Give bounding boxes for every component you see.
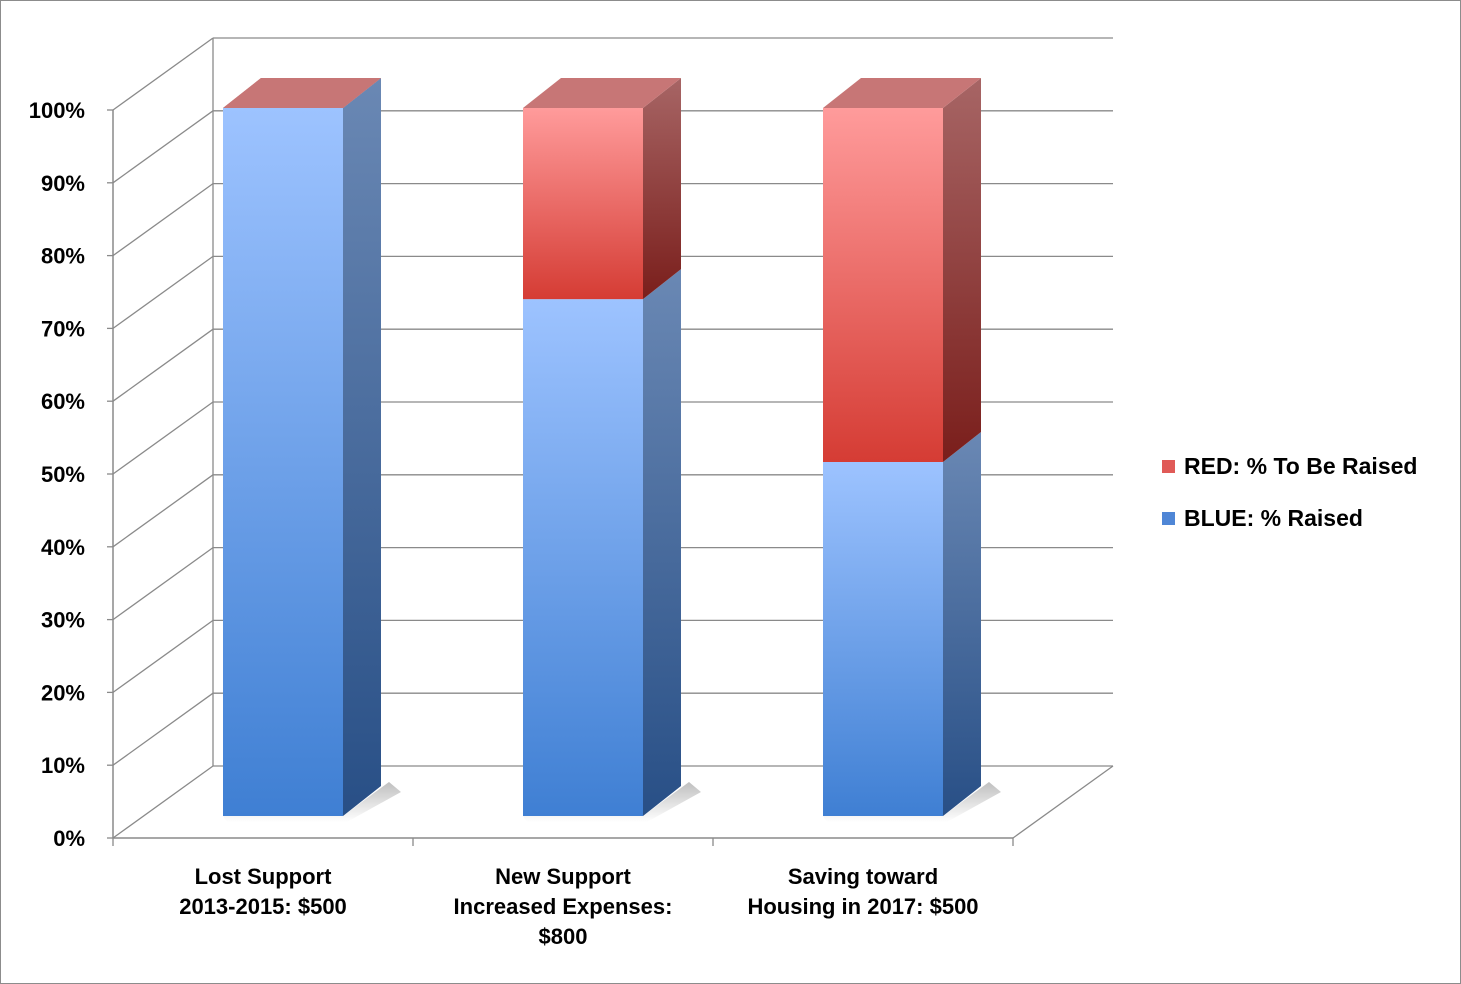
gridline-diagonal bbox=[112, 37, 214, 111]
y-tick-label: 60% bbox=[41, 389, 85, 414]
bar-side-face bbox=[343, 78, 381, 816]
legend-item: BLUE: % Raised bbox=[1162, 505, 1363, 532]
legend-label: BLUE: % Raised bbox=[1184, 505, 1363, 531]
gridline-diagonal bbox=[112, 474, 214, 548]
bar-front-face bbox=[523, 299, 643, 816]
bar-shadow bbox=[523, 782, 701, 822]
y-tick-label: 90% bbox=[41, 171, 85, 196]
gridline-diagonal bbox=[112, 255, 214, 329]
gridline-diagonal bbox=[112, 110, 214, 184]
bar-top-face bbox=[823, 78, 981, 108]
y-tick-label: 20% bbox=[41, 680, 85, 705]
bar-side-face bbox=[943, 78, 981, 462]
bar-segment bbox=[523, 269, 681, 816]
gridline-diagonal bbox=[112, 765, 214, 839]
bar-side-face bbox=[643, 78, 681, 300]
bar-front-face bbox=[523, 108, 643, 300]
bar-front-face bbox=[823, 108, 943, 462]
bar-segment bbox=[823, 432, 981, 816]
y-tick-label: 0% bbox=[53, 826, 85, 851]
y-tick-label: 40% bbox=[41, 535, 85, 560]
y-tick-label: 80% bbox=[41, 244, 85, 269]
gridline-diagonal bbox=[112, 183, 214, 257]
bar-shadow bbox=[823, 782, 1001, 822]
gridline-diagonal bbox=[112, 401, 214, 475]
floor-right-edge bbox=[1012, 765, 1114, 839]
bar-front-face bbox=[823, 462, 943, 816]
legend-swatch bbox=[1162, 460, 1175, 473]
bar-side-face bbox=[643, 269, 681, 816]
legend-item: RED: % To Be Raised bbox=[1162, 453, 1417, 480]
y-tick-label: 30% bbox=[41, 608, 85, 633]
bar-segment bbox=[523, 78, 681, 300]
legend-swatch bbox=[1162, 512, 1175, 525]
y-tick-label: 70% bbox=[41, 316, 85, 341]
gridline-diagonal bbox=[112, 328, 214, 402]
legend-label: RED: % To Be Raised bbox=[1184, 453, 1418, 479]
y-tick-label: 100% bbox=[29, 98, 85, 123]
x-category-label: New Support Increased Expenses: $800 bbox=[453, 864, 673, 949]
gridline-diagonal bbox=[112, 692, 214, 766]
bar-shadow bbox=[223, 782, 401, 822]
bars-layer bbox=[223, 78, 1001, 822]
bar-segment bbox=[223, 78, 381, 108]
axis-layer: 0% 10% 20% 30% 40% 50% 60% 70% 80% 90% 100% bbox=[29, 98, 1014, 851]
bar-front-face bbox=[223, 108, 343, 816]
bar-top-face bbox=[223, 78, 381, 108]
x-category-label: Saving toward Housing in 2017: $500 bbox=[747, 864, 979, 919]
bar-top-face bbox=[523, 78, 681, 108]
y-tick-label: 10% bbox=[41, 753, 85, 778]
gridline-diagonal bbox=[112, 619, 214, 693]
y-tick-label: 50% bbox=[41, 462, 85, 487]
bar-segment bbox=[223, 78, 381, 816]
gridline-diagonal bbox=[112, 547, 214, 621]
x-category-label: Lost Support 2013-2015: $500 bbox=[179, 864, 347, 919]
bar-side-face bbox=[943, 432, 981, 816]
bar-segment bbox=[823, 78, 981, 462]
